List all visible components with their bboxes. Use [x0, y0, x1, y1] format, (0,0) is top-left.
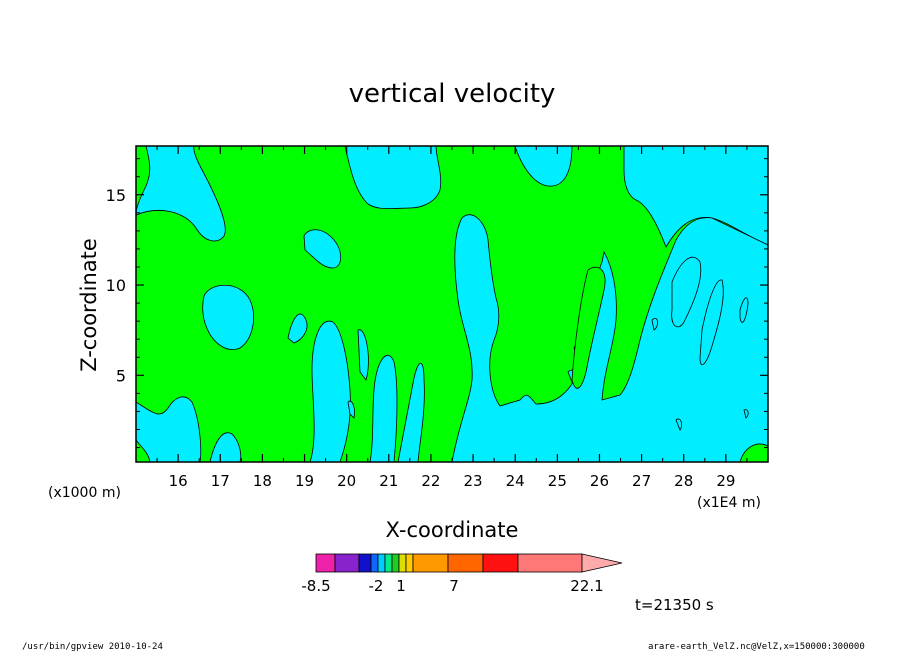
footer-right: arare-earth_VelZ.nc@VelZ,x=150000:300000	[648, 642, 865, 652]
colorbar-swatch	[377, 553, 386, 573]
x-axis: 16 17 18 19 20 21 22 23 24 25 26 27 28 29	[156, 146, 748, 490]
negative-region	[209, 432, 242, 462]
x-tick-label: 22	[421, 472, 440, 490]
negative-region	[369, 355, 398, 462]
negative-region	[397, 362, 425, 462]
x-tick-label: 19	[295, 472, 314, 490]
colorbar-swatch	[358, 553, 372, 573]
x-axis-label: X-coordinate	[386, 518, 519, 542]
y-tick-label: 10	[106, 276, 126, 295]
colorbar-label: -2	[369, 577, 384, 595]
negative-region	[357, 329, 369, 381]
colorbar-swatch	[391, 553, 400, 573]
negative-region	[303, 229, 342, 269]
colorbar-swatch	[384, 553, 393, 573]
y-tick-label: 15	[106, 186, 126, 205]
contour-field	[136, 146, 768, 462]
colorbar-label: -8.5	[301, 577, 330, 595]
negative-region	[651, 318, 658, 331]
x-tick-label: 29	[716, 472, 735, 490]
y-axis: 5 10 15	[106, 158, 768, 449]
negative-region	[309, 320, 351, 462]
colorbar-swatch	[482, 553, 519, 573]
x-unit-left: (x1000 m)	[48, 485, 121, 501]
x-tick-label: 25	[548, 472, 567, 490]
colorbar-swatch	[398, 553, 407, 573]
colorbar-swatch	[334, 553, 360, 573]
negative-region	[347, 400, 355, 419]
colorbar-swatch	[447, 553, 484, 573]
negative-region	[571, 266, 606, 389]
x-tick-label: 18	[253, 472, 272, 490]
negative-region	[287, 313, 308, 344]
x-tick-label: 24	[506, 472, 525, 490]
x-tick-label: 21	[379, 472, 398, 490]
colorbar-label: 7	[449, 577, 459, 595]
negative-region	[136, 396, 202, 462]
colorbar-swatch	[517, 553, 583, 573]
x-tick-label: 23	[464, 472, 483, 490]
negative-region	[514, 146, 573, 187]
y-axis-label: Z-coordinate	[77, 238, 101, 372]
x-tick-label: 26	[590, 472, 609, 490]
negative-region	[739, 443, 768, 462]
colorbar	[315, 553, 623, 573]
negative-region	[623, 146, 768, 248]
negative-region	[344, 146, 442, 210]
negative-region	[743, 409, 749, 419]
x-tick-label: 17	[211, 472, 230, 490]
negative-region	[136, 146, 226, 242]
x-tick-label: 16	[169, 472, 188, 490]
negative-region	[202, 284, 254, 350]
negative-region	[675, 418, 683, 431]
colorbar-swatch	[315, 553, 336, 573]
colorbar-swatch	[405, 553, 414, 573]
colorbar-label: 1	[396, 577, 406, 595]
y-tick-label: 5	[116, 366, 126, 385]
colorbar-swatch	[370, 553, 379, 573]
negative-region	[739, 297, 749, 323]
colorbar-arrow	[581, 553, 623, 573]
footer-left: /usr/bin/gpview 2010-10-24	[22, 642, 163, 652]
negative-region	[136, 439, 151, 462]
negative-region	[671, 256, 702, 328]
colorbar-label: 22.1	[570, 577, 603, 595]
colorbar-labels: -8.5 -2 1 7 22.1	[301, 577, 603, 595]
x-tick-label: 20	[337, 472, 356, 490]
negative-region	[699, 279, 724, 366]
colorbar-swatch	[412, 553, 449, 573]
x-tick-label: 27	[632, 472, 651, 490]
x-unit-right: (x1E4 m)	[697, 495, 761, 511]
time-label: t=21350 s	[635, 596, 714, 614]
chart-title: vertical velocity	[349, 79, 556, 109]
x-tick-label: 28	[674, 472, 693, 490]
